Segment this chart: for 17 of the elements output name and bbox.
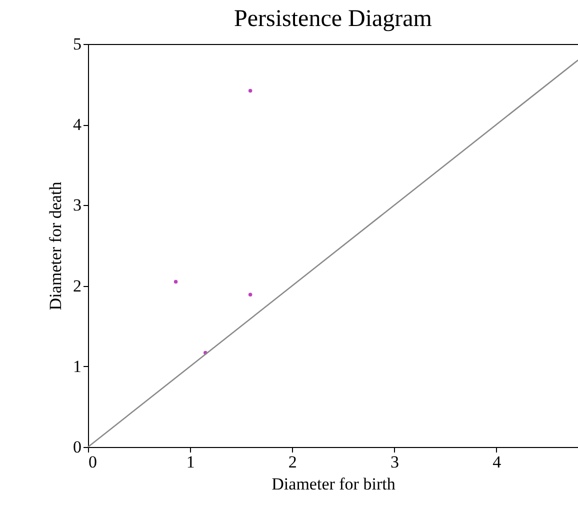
point	[174, 280, 178, 284]
x-tick-label: 0	[88, 452, 97, 472]
y-axis-title: Diameter for death	[46, 181, 65, 310]
x-tick-label: 4	[492, 452, 502, 472]
point	[248, 88, 252, 93]
x-tick-label: 2	[288, 452, 297, 472]
y-tick-label: 4	[73, 115, 82, 134]
point	[248, 292, 252, 297]
x-axis-title: Diameter for birth	[272, 474, 396, 494]
x-tick-label: 3	[390, 452, 399, 472]
chart-title: Persistence Diagram	[234, 6, 432, 32]
y-tick-label: 3	[73, 196, 82, 215]
x-tick-label: 1	[186, 452, 195, 472]
y-tick-label: 5	[73, 34, 82, 54]
y-tick-label: 1	[73, 356, 82, 376]
y-tick-label: 0	[73, 438, 82, 456]
y-tick-label: 2	[73, 276, 82, 296]
